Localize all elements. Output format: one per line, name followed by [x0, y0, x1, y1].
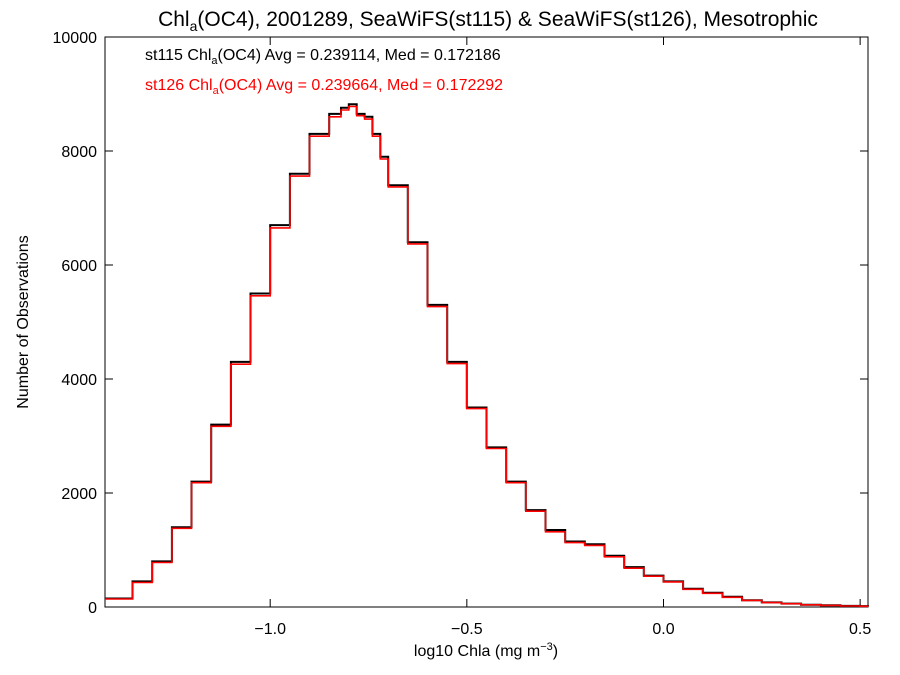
y-axis: 0 2000 4000 6000 8000 10000 [53, 30, 868, 617]
x-tick-label: −0.5 [451, 621, 483, 638]
y-tick-label: 4000 [61, 372, 97, 389]
y-tick-label: 2000 [61, 486, 97, 503]
x-axis: −1.0 −0.5 0.0 0.5 [254, 37, 871, 638]
histogram-series-st126 [105, 105, 869, 608]
y-tick-label: 10000 [53, 30, 98, 47]
chart-title: Chla(OC4), 2001289, SeaWiFS(st115) & Sea… [158, 8, 818, 34]
plot-frame [104, 36, 869, 608]
x-tick-label: −1.0 [254, 621, 286, 638]
x-tick-label: 0.5 [849, 621, 871, 638]
annotation-st115: st115 Chla(OC4) Avg = 0.239114, Med = 0.… [145, 47, 501, 67]
y-axis-title: Number of Observations [15, 235, 32, 408]
x-axis-title: log10 Chla (mg m−3) [414, 641, 558, 660]
y-tick-label: 0 [88, 600, 97, 617]
histogram-series-st115 [105, 103, 869, 608]
y-tick-label: 6000 [61, 258, 97, 275]
annotation-st126: st126 Chla(OC4) Avg = 0.239664, Med = 0.… [145, 77, 503, 97]
y-tick-label: 8000 [61, 144, 97, 161]
x-tick-label: 0.0 [652, 621, 674, 638]
series-layer [105, 103, 869, 608]
